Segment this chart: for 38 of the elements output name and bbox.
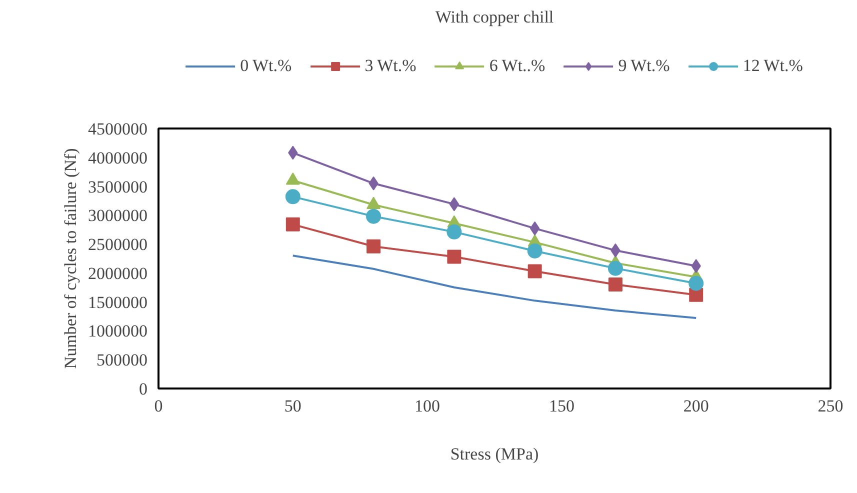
y-axis-title: Number of cycles to failure (Nf) bbox=[61, 148, 80, 369]
point bbox=[366, 239, 381, 254]
y-tick-label: 4000000 bbox=[88, 148, 148, 168]
chart-title: With copper chill bbox=[435, 8, 554, 26]
y-tick-label: 4500000 bbox=[88, 120, 148, 138]
x-tick-label: 150 bbox=[548, 396, 574, 416]
x-tick-label: 0 bbox=[154, 396, 163, 416]
y-tick-label: 1500000 bbox=[88, 292, 148, 312]
x-tick-label: 200 bbox=[683, 396, 709, 416]
x-tick-label: 50 bbox=[284, 396, 302, 416]
legend-label: 3 Wt.% bbox=[364, 56, 416, 76]
point bbox=[286, 217, 300, 232]
point bbox=[608, 278, 622, 292]
point bbox=[449, 197, 460, 212]
x-tick-label: 100 bbox=[414, 396, 440, 416]
point bbox=[446, 224, 462, 240]
legend-label: 9 Wt.% bbox=[618, 56, 670, 76]
point bbox=[366, 208, 382, 224]
point bbox=[447, 250, 462, 264]
y-tick-label: 3500000 bbox=[88, 177, 148, 196]
point bbox=[528, 264, 542, 278]
y-tick-label: 0 bbox=[139, 380, 148, 398]
y-tick-label: 3000000 bbox=[88, 206, 148, 226]
legend-label: 0 Wt.% bbox=[240, 56, 292, 76]
legend-label: 12 Wt.% bbox=[742, 56, 803, 76]
y-tick-label: 500000 bbox=[96, 350, 148, 370]
x-tick-label: 250 bbox=[818, 396, 844, 416]
point bbox=[527, 244, 542, 258]
point bbox=[608, 260, 623, 276]
y-tick-label: 2500000 bbox=[88, 235, 148, 254]
x-axis-title: Stress (MPa) bbox=[450, 444, 539, 464]
y-tick-label: 2000000 bbox=[88, 264, 148, 283]
point bbox=[530, 221, 540, 236]
y-tick-label: 1000000 bbox=[88, 322, 148, 341]
legend-label: 6 Wt..% bbox=[489, 56, 546, 76]
point bbox=[688, 276, 704, 291]
point bbox=[285, 189, 300, 204]
line-series bbox=[292, 254, 698, 320]
